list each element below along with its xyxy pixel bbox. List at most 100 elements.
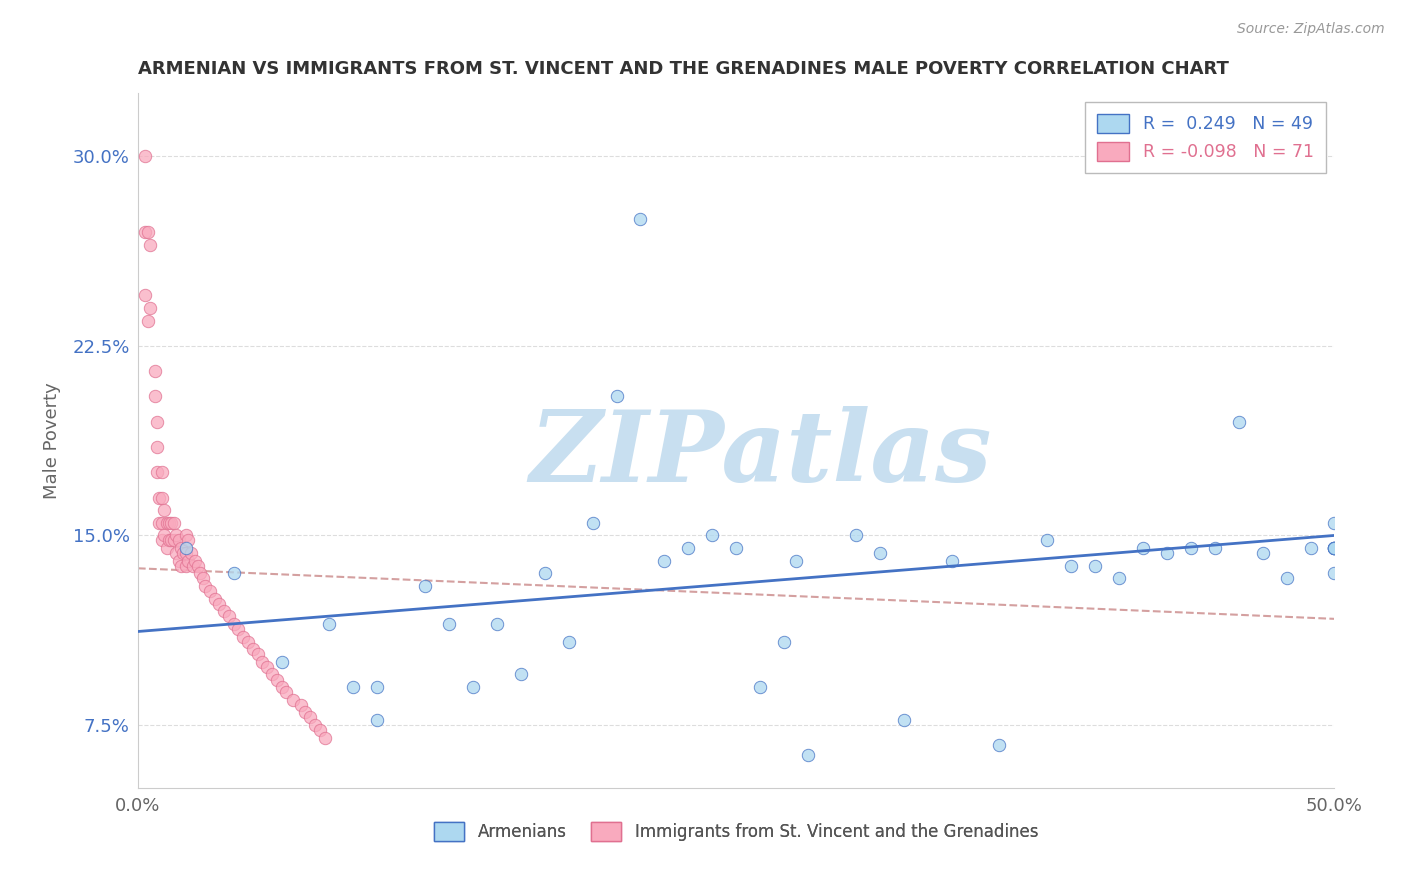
Point: [165, 528, 187, 542]
Point: [749, 680, 772, 694]
Point: [1227, 415, 1250, 429]
Point: [242, 642, 264, 657]
Point: [165, 546, 187, 560]
Point: [725, 541, 748, 555]
Point: [174, 558, 197, 573]
Point: [290, 698, 312, 712]
Point: [180, 546, 202, 560]
Point: [1251, 546, 1274, 560]
Point: [156, 516, 179, 530]
Point: [773, 634, 796, 648]
Point: [437, 616, 460, 631]
Point: [366, 680, 388, 694]
Point: [208, 597, 231, 611]
Point: [150, 516, 173, 530]
Point: [148, 491, 170, 505]
Point: [194, 579, 217, 593]
Point: [1323, 541, 1346, 555]
Point: [157, 516, 180, 530]
Point: [187, 558, 209, 573]
Point: [314, 731, 336, 745]
Point: [304, 718, 326, 732]
Point: [150, 533, 173, 548]
Point: [581, 516, 603, 530]
Point: [143, 389, 166, 403]
Point: [177, 533, 200, 548]
Point: [170, 558, 193, 573]
Point: [160, 533, 183, 548]
Point: [893, 713, 915, 727]
Point: [342, 680, 364, 694]
Point: [1108, 571, 1130, 585]
Point: [557, 634, 579, 648]
Point: [785, 554, 807, 568]
Point: [308, 723, 330, 737]
Point: [283, 692, 305, 706]
Point: [988, 738, 1011, 752]
Point: [266, 673, 288, 687]
Point: [294, 706, 316, 720]
Text: ZIPatlas: ZIPatlas: [529, 406, 991, 503]
Point: [276, 685, 298, 699]
Point: [252, 655, 274, 669]
Point: [174, 541, 197, 555]
Point: [1323, 541, 1346, 555]
Point: [134, 149, 156, 163]
Point: [270, 680, 292, 694]
Point: [630, 212, 652, 227]
Point: [212, 604, 235, 618]
Point: [869, 546, 891, 560]
Point: [146, 465, 169, 479]
Point: [157, 533, 180, 548]
Point: [246, 647, 269, 661]
Point: [270, 655, 292, 669]
Point: [174, 528, 197, 542]
Point: [1204, 541, 1226, 555]
Point: [845, 528, 868, 542]
Point: [218, 609, 240, 624]
Point: [1323, 541, 1346, 555]
Point: [299, 710, 322, 724]
Point: [228, 622, 250, 636]
Point: [150, 465, 173, 479]
Point: [188, 566, 211, 581]
Point: [678, 541, 700, 555]
Text: ARMENIAN VS IMMIGRANTS FROM ST. VINCENT AND THE GRENADINES MALE POVERTY CORRELAT: ARMENIAN VS IMMIGRANTS FROM ST. VINCENT …: [138, 60, 1229, 78]
Point: [461, 680, 484, 694]
Point: [139, 237, 162, 252]
Point: [150, 491, 173, 505]
Point: [136, 313, 159, 327]
Point: [1036, 533, 1059, 548]
Y-axis label: Male Poverty: Male Poverty: [44, 383, 60, 499]
Point: [1156, 546, 1178, 560]
Point: [163, 533, 186, 548]
Point: [153, 528, 176, 542]
Point: [153, 503, 176, 517]
Point: [222, 616, 245, 631]
Point: [148, 516, 170, 530]
Point: [702, 528, 724, 542]
Text: Source: ZipAtlas.com: Source: ZipAtlas.com: [1237, 22, 1385, 37]
Point: [198, 584, 221, 599]
Point: [1323, 516, 1346, 530]
Point: [146, 415, 169, 429]
Point: [139, 301, 162, 315]
Point: [167, 533, 190, 548]
Point: [160, 516, 183, 530]
Point: [134, 288, 156, 302]
Point: [172, 546, 194, 560]
Point: [1060, 558, 1083, 573]
Point: [1132, 541, 1154, 555]
Point: [1299, 541, 1322, 555]
Point: [232, 630, 254, 644]
Point: [941, 554, 963, 568]
Point: [163, 516, 186, 530]
Point: [134, 225, 156, 239]
Point: [1323, 566, 1346, 581]
Point: [533, 566, 555, 581]
Point: [191, 571, 214, 585]
Point: [413, 579, 436, 593]
Point: [318, 616, 340, 631]
Point: [177, 554, 200, 568]
Point: [256, 660, 278, 674]
